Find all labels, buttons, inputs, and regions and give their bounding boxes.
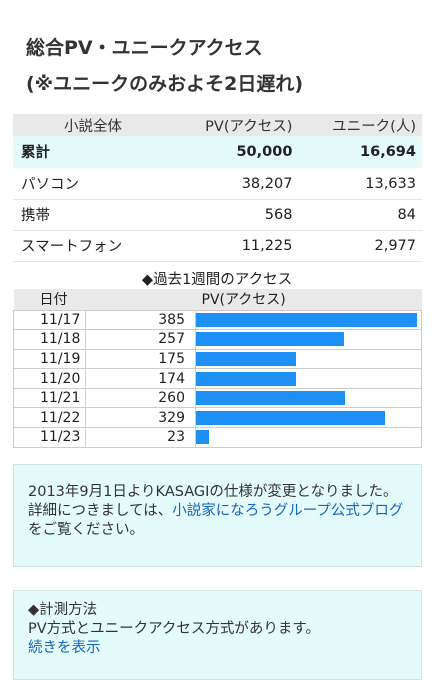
weekly-header-date: 日付 [13, 289, 86, 310]
weekly-value: 257 [85, 329, 196, 350]
row-pv: 11,225 [173, 230, 303, 262]
weekly-bar [196, 351, 297, 366]
summary-total-row: 累計 50,000 16,694 [13, 136, 422, 169]
total-label: 累計 [13, 136, 173, 169]
weekly-row: 11/23 23 [13, 427, 422, 448]
spec-change-notice: 2013年9月1日よりKASAGIの仕様が変更となりました。 詳細につきましては… [13, 464, 422, 567]
summary-header-unique: ユニーク(人) [302, 114, 422, 136]
official-blog-link[interactable]: 小説家になろうグループ公式ブログ [172, 503, 404, 519]
row-label: スマートフォン [13, 230, 173, 262]
row-unique: 13,633 [302, 168, 422, 200]
weekly-row: 11/21 260 [13, 387, 422, 409]
row-pv: 568 [173, 199, 303, 231]
weekly-row: 11/18 257 [13, 329, 422, 350]
weekly-date: 11/17 [13, 309, 86, 331]
summary-header-pv: PV(アクセス) [173, 114, 303, 136]
heading-title: 総合PV・ユニークアクセス [26, 37, 263, 59]
weekly-row: 11/22 329 [13, 407, 422, 429]
weekly-value: 174 [85, 368, 196, 389]
weekly-header-pv: PV(アクセス) [195, 289, 422, 310]
total-unique: 16,694 [302, 136, 422, 169]
weekly-bar-cell [195, 309, 422, 331]
weekly-bar [196, 391, 346, 406]
weekly-date: 11/23 [13, 427, 86, 448]
weekly-bar-cell [195, 368, 422, 389]
weekly-header-value [85, 289, 196, 310]
row-label: パソコン [13, 168, 173, 200]
weekly-row: 11/17 385 [13, 309, 422, 331]
weekly-value: 385 [85, 309, 196, 331]
weekly-date: 11/20 [13, 368, 86, 389]
weekly-bar [196, 332, 344, 347]
summary-header-row: 小説全体 PV(アクセス) ユニーク(人) [13, 114, 422, 136]
weekly-row: 11/20 174 [13, 368, 422, 389]
weekly-bar-cell [195, 348, 422, 370]
weekly-date: 11/18 [13, 329, 86, 350]
summary-header-scope: 小説全体 [13, 114, 173, 136]
method-title: ◆計測方法 [28, 602, 98, 618]
summary-row-pc: パソコン 38,207 13,633 [13, 168, 422, 200]
weekly-date: 11/19 [13, 348, 86, 370]
notice-detail-text: 詳細につきましては、 [28, 503, 173, 519]
weekly-bar [196, 371, 296, 386]
weekly-bar [196, 312, 417, 327]
weekly-table: 日付 PV(アクセス) 11/17 385 11/18 257 11/19 17… [13, 289, 422, 448]
weekly-title: ◆過去1週間のアクセス [141, 272, 293, 288]
notice-tail-text: をご覧ください。 [28, 522, 144, 538]
row-unique: 84 [302, 199, 422, 231]
weekly-row: 11/19 175 [13, 348, 422, 370]
weekly-bar [196, 410, 385, 425]
weekly-date: 11/21 [13, 387, 86, 409]
weekly-value: 23 [85, 427, 196, 448]
summary-row-smartphone: スマートフォン 11,225 2,977 [13, 230, 422, 262]
method-text: PV方式とユニークアクセス方式があります。 [28, 621, 320, 637]
notice-text: 2013年9月1日よりKASAGIの仕様が変更となりました。 [28, 484, 398, 500]
row-pv: 38,207 [173, 168, 303, 200]
weekly-date: 11/22 [13, 407, 86, 429]
weekly-bar [196, 430, 210, 445]
summary-table: 小説全体 PV(アクセス) ユニーク(人) 累計 50,000 16,694 パ… [13, 114, 422, 262]
heading-note: (※ユニークのみおよそ2日遅れ) [26, 73, 304, 95]
weekly-bar-cell [195, 407, 422, 429]
weekly-bar-cell [195, 387, 422, 409]
weekly-header-row: 日付 PV(アクセス) [13, 289, 422, 310]
measurement-method-box: ◆計測方法 PV方式とユニークアクセス方式があります。 続きを表示 [13, 590, 422, 680]
weekly-bar-cell [195, 427, 422, 448]
page-heading: 総合PV・ユニークアクセス (※ユニークのみおよそ2日遅れ) [26, 30, 426, 102]
total-pv: 50,000 [173, 136, 303, 169]
weekly-value: 175 [85, 348, 196, 370]
row-unique: 2,977 [302, 230, 422, 262]
row-label: 携帯 [13, 199, 173, 231]
weekly-value: 260 [85, 387, 196, 409]
weekly-bar-cell [195, 329, 422, 350]
summary-row-mobile: 携帯 568 84 [13, 199, 422, 231]
weekly-value: 329 [85, 407, 196, 429]
show-more-link[interactable]: 続きを表示 [28, 640, 101, 656]
